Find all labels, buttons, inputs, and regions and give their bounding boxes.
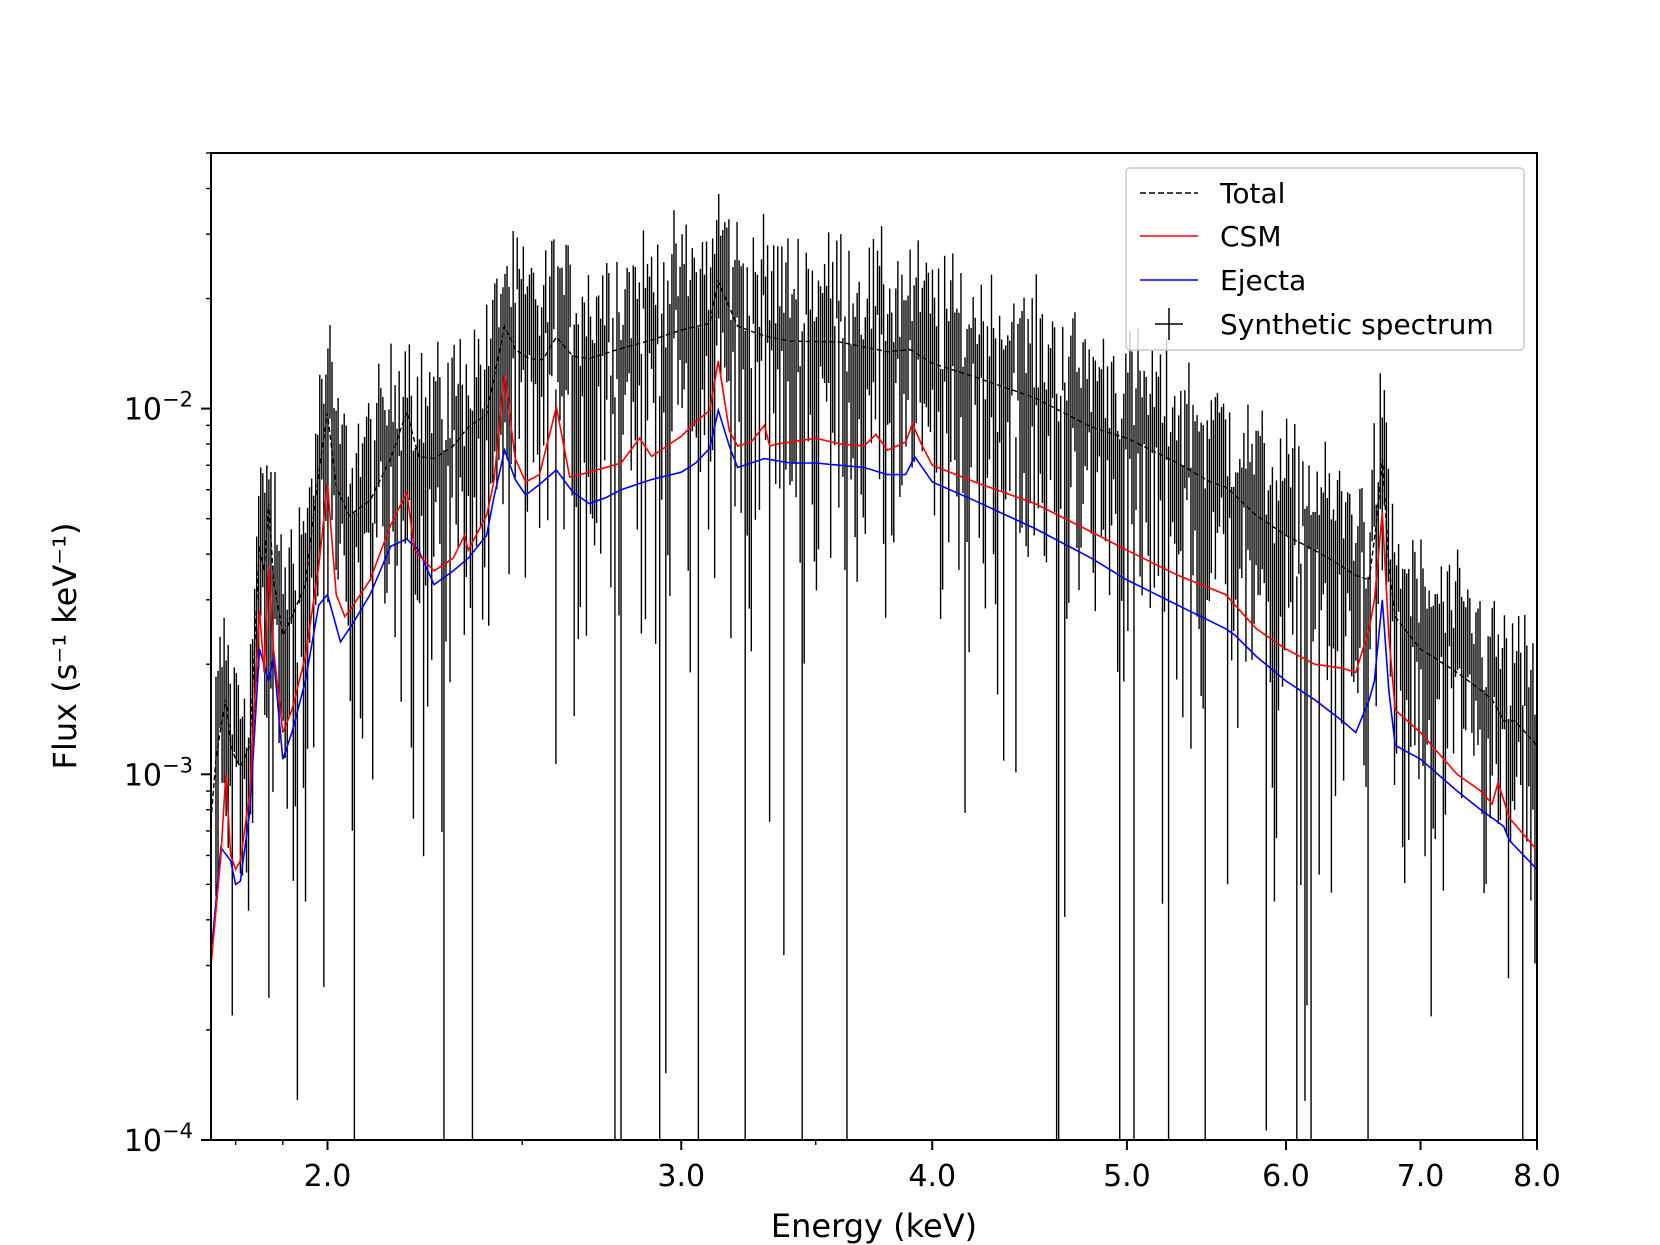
legend-total-label: Total: [1219, 177, 1285, 210]
legend-synthetic-label: Synthetic spectrum: [1220, 308, 1494, 341]
x-tick-label: 4.0: [908, 1159, 956, 1194]
legend-csm-label: CSM: [1220, 220, 1281, 253]
legend-ejecta-label: Ejecta: [1220, 264, 1306, 297]
legend-synthetic-swatch: [1155, 308, 1183, 340]
x-tick-label: 2.0: [304, 1159, 352, 1194]
legend-box: [1125, 167, 1525, 351]
synthetic-spectrum-errorbars: [215, 194, 1537, 1140]
x-tick-label: 6.0: [1262, 1159, 1310, 1194]
x-tick-label: 3.0: [657, 1159, 705, 1194]
y-axis-label: Flux (s⁻¹ keV⁻¹): [46, 523, 84, 770]
x-axis-label: Energy (keV): [771, 1207, 977, 1245]
x-tick-label: 5.0: [1103, 1159, 1151, 1194]
y-tick-label: 10−2: [124, 388, 193, 428]
model-lines: [211, 278, 1537, 966]
plot-frame: [210, 152, 1538, 1141]
y-tick-label: 10−3: [124, 753, 193, 793]
y-tick-label: 10−4: [124, 1119, 193, 1159]
series-total-line: [211, 278, 1537, 821]
series-csm-line: [211, 360, 1537, 966]
series-ejecta-line: [211, 407, 1537, 956]
y-axis-ticks: 10−4 10−3 10−2: [124, 152, 211, 1159]
legend: Total CSM Ejecta Synthetic spectrum: [1125, 167, 1525, 351]
x-tick-label: 8.0: [1513, 1159, 1561, 1194]
x-axis-ticks: 2.0 3.0 4.0 5.0 6.0 7.0 8.0: [234, 1140, 1561, 1194]
x-tick-label: 7.0: [1397, 1159, 1445, 1194]
